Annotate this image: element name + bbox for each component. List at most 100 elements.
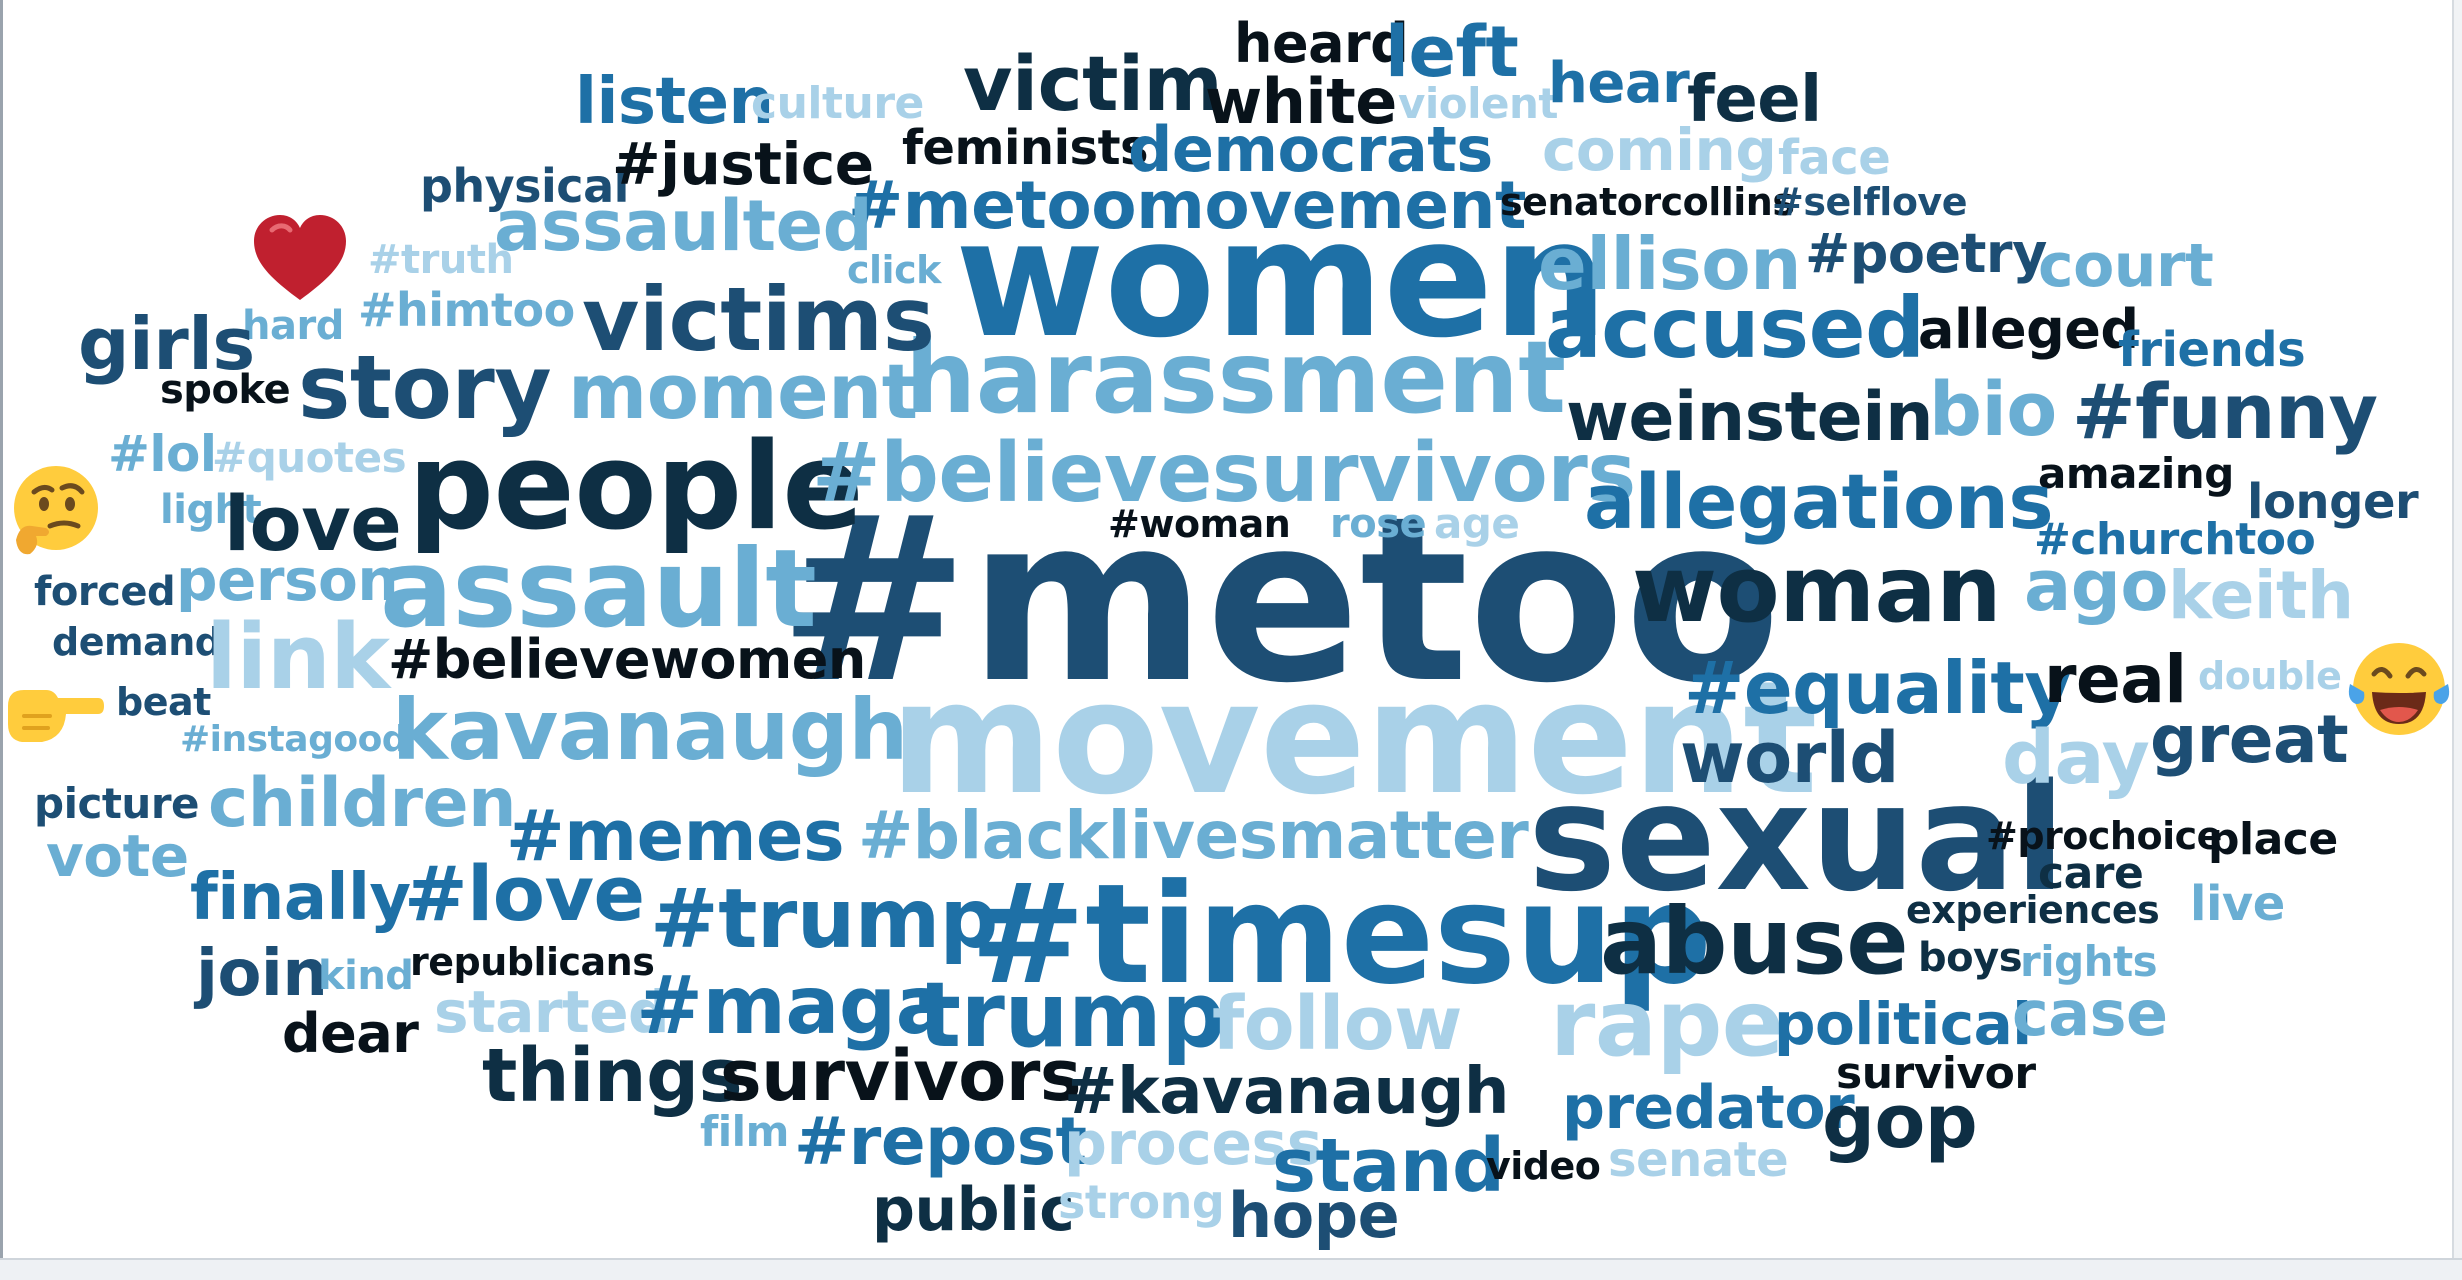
word-item: woman xyxy=(1632,536,2002,643)
word-item: #love xyxy=(404,849,645,938)
word-item: vote xyxy=(46,822,189,890)
word-item: great xyxy=(2150,701,2349,778)
word-item: follow xyxy=(1212,981,1462,1067)
word-item: #equality xyxy=(1684,646,2071,730)
word-item: victim xyxy=(963,39,1223,128)
word-item: #metoomovement xyxy=(848,167,1527,244)
word-item: process xyxy=(1064,1109,1322,1179)
word-item: #instagood xyxy=(180,719,408,760)
word-item: feminists xyxy=(902,120,1149,176)
word-item: movement xyxy=(890,647,1818,829)
word-item: #metoo xyxy=(778,467,1781,733)
word-item: film xyxy=(700,1107,789,1156)
word-item: survivor xyxy=(1836,1048,2036,1099)
word-item: #woman xyxy=(1108,502,1291,546)
word-item: friends xyxy=(2118,322,2306,378)
word-item: hear xyxy=(1548,51,1690,116)
word-item: feel xyxy=(1687,63,1822,137)
word-item: #blacklivesmatter xyxy=(858,797,1529,874)
word-item: women xyxy=(955,186,1608,374)
word-item: sexual xyxy=(1528,752,2065,924)
word-item: world xyxy=(1680,717,1899,799)
word-item: demand xyxy=(52,620,222,664)
word-item: ellison xyxy=(1538,222,1801,306)
word-item: day xyxy=(2002,715,2150,801)
word-item: #churchtoo xyxy=(2034,514,2316,565)
word-item: #poetry xyxy=(1805,222,2047,285)
word-item: #lol xyxy=(108,425,217,483)
word-item: case xyxy=(2012,977,2168,1050)
word-item: #trump xyxy=(650,872,998,967)
word-item: beat xyxy=(116,680,211,724)
word-item: real xyxy=(2044,641,2187,718)
word-item: #funny xyxy=(2072,367,2378,456)
word-item: rights xyxy=(2020,937,2158,986)
word-item: forced xyxy=(34,569,176,615)
word-item: left xyxy=(1385,11,1519,93)
word-item: hard xyxy=(242,303,344,349)
word-item: rape xyxy=(1550,970,1784,1077)
word-item: court xyxy=(2038,231,2214,301)
word-item: kind xyxy=(318,953,414,999)
word-item: link xyxy=(206,605,390,710)
word-item: kavanaugh xyxy=(392,681,908,779)
word-item: coming xyxy=(1542,116,1777,184)
word-item: #selflove xyxy=(1772,180,1967,224)
word-item: assaulted xyxy=(494,185,873,267)
word-item: rose xyxy=(1330,501,1427,547)
word-item: #maga xyxy=(636,959,950,1052)
word-item: allegations xyxy=(1584,457,2054,546)
word-item: things xyxy=(482,1033,743,1119)
word-item: heard xyxy=(1234,12,1409,75)
word-item: victims xyxy=(582,268,935,371)
word-item: place xyxy=(2208,814,2338,865)
word-item: people xyxy=(408,418,864,557)
word-item: #memes xyxy=(506,795,845,877)
word-item: hope xyxy=(1228,1179,1400,1252)
word-item: ago xyxy=(2024,545,2168,627)
word-item: girls xyxy=(78,302,255,386)
word-item: moment xyxy=(568,347,918,436)
word-item: amazing xyxy=(2038,449,2234,498)
word-item: white xyxy=(1205,65,1397,138)
word-item: click xyxy=(847,248,941,292)
word-item: #kavanaugh xyxy=(1064,1055,1509,1129)
word-item: survivors xyxy=(720,1035,1082,1117)
word-item: dear xyxy=(282,1002,419,1065)
word-item: face xyxy=(1778,130,1891,186)
word-item: spoke xyxy=(160,367,291,413)
thinking-face-icon xyxy=(14,466,98,555)
word-item: #quotes xyxy=(212,433,407,482)
word-item: person xyxy=(176,546,399,614)
word-item: predator xyxy=(1562,1073,1855,1143)
word-item: accused xyxy=(1545,279,1925,377)
word-item: double xyxy=(2198,654,2342,698)
word-item: video xyxy=(1486,1144,1601,1188)
word-item: violent xyxy=(1398,79,1559,128)
word-item: democrats xyxy=(1128,113,1493,186)
word-item: #himtoo xyxy=(358,283,575,337)
word-item: weinstein xyxy=(1566,378,1933,457)
word-item: care xyxy=(2038,848,2144,899)
pointing-hand-icon xyxy=(8,690,104,742)
word-item: political xyxy=(1774,990,2032,1058)
word-item: physical xyxy=(420,159,629,213)
word-item: join xyxy=(196,937,328,1011)
word-item: longer xyxy=(2247,474,2419,530)
word-item: #repost xyxy=(794,1103,1087,1180)
frame-right-edge xyxy=(2452,0,2462,1262)
word-item: culture xyxy=(751,78,924,129)
frame-bottom-edge xyxy=(0,1258,2462,1280)
word-item: finally xyxy=(190,861,411,935)
word-item: experiences xyxy=(1906,888,2160,932)
word-item: age xyxy=(1434,499,1520,548)
word-item: #prochoice xyxy=(1986,814,2222,858)
word-item: public xyxy=(872,1175,1075,1245)
word-item: listen xyxy=(575,65,774,139)
word-item: gop xyxy=(1822,1079,1978,1165)
word-item: alleged xyxy=(1918,298,2139,361)
word-item: republicans xyxy=(410,940,655,984)
heart-icon xyxy=(254,215,346,300)
word-item: keith xyxy=(2168,557,2354,634)
